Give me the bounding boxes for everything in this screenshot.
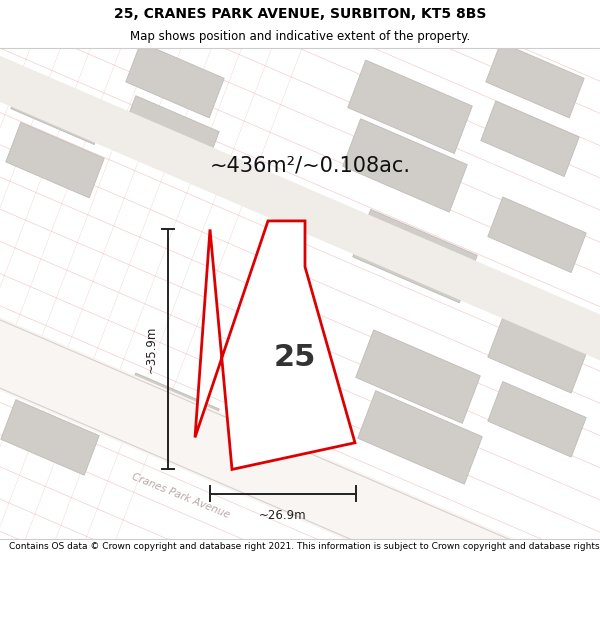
Polygon shape xyxy=(6,341,104,416)
Polygon shape xyxy=(121,96,219,171)
Polygon shape xyxy=(6,122,104,198)
Text: 25, CRANES PARK AVENUE, SURBITON, KT5 8BS: 25, CRANES PARK AVENUE, SURBITON, KT5 8B… xyxy=(114,8,486,21)
Text: ~35.9m: ~35.9m xyxy=(145,326,158,373)
Text: Cranes Park Avenue: Cranes Park Avenue xyxy=(130,472,231,521)
Polygon shape xyxy=(353,209,478,303)
Polygon shape xyxy=(121,373,219,449)
Polygon shape xyxy=(1,399,99,475)
Polygon shape xyxy=(343,119,467,212)
Polygon shape xyxy=(0,292,600,625)
Text: ~26.9m: ~26.9m xyxy=(259,509,307,522)
Text: Contains OS data © Crown copyright and database right 2021. This information is : Contains OS data © Crown copyright and d… xyxy=(9,542,600,551)
Polygon shape xyxy=(195,221,355,469)
Polygon shape xyxy=(481,101,579,176)
Text: Map shows position and indicative extent of the property.: Map shows position and indicative extent… xyxy=(130,29,470,42)
Polygon shape xyxy=(347,60,472,154)
Text: ~436m²/~0.108ac.: ~436m²/~0.108ac. xyxy=(209,156,410,176)
Polygon shape xyxy=(486,42,584,118)
Polygon shape xyxy=(0,29,600,388)
Polygon shape xyxy=(11,69,109,144)
Polygon shape xyxy=(358,391,482,484)
Polygon shape xyxy=(488,197,586,272)
Polygon shape xyxy=(126,42,224,118)
Polygon shape xyxy=(356,330,481,423)
Text: 25: 25 xyxy=(274,343,316,372)
Polygon shape xyxy=(488,318,586,393)
Polygon shape xyxy=(488,381,586,457)
